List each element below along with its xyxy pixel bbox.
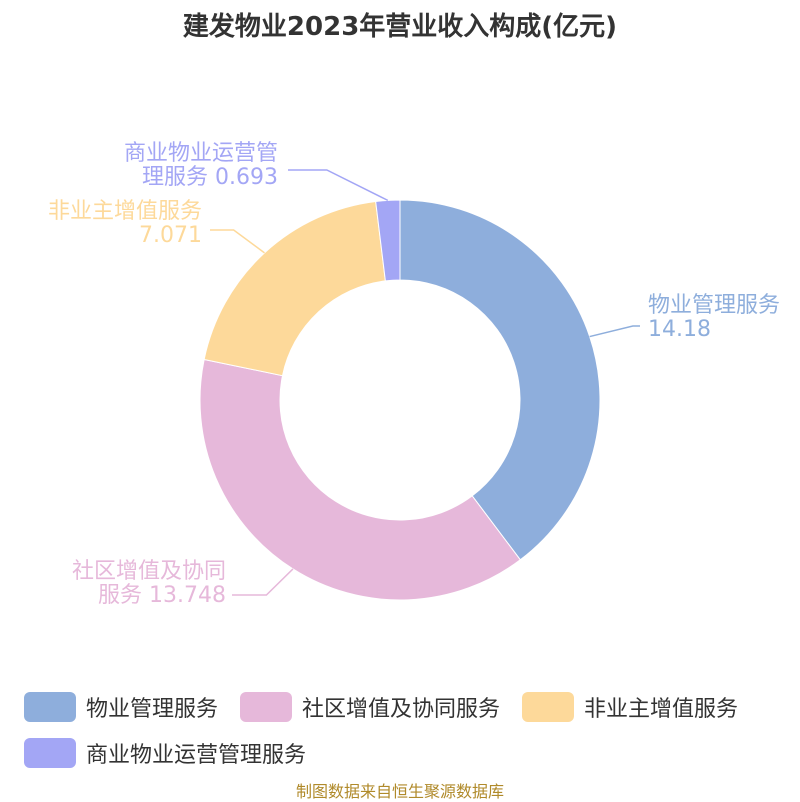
legend-item-property-management[interactable]: 物业管理服务 [24, 691, 218, 723]
leader-line-non-owner-services [210, 229, 265, 254]
legend-item-non-owner-services[interactable]: 非业主增值服务 [522, 691, 738, 723]
legend-swatch [240, 692, 293, 722]
leader-line-community-services [232, 568, 294, 596]
legend-label: 商业物业运营管理服务 [86, 743, 307, 768]
legend-swatch [24, 692, 76, 722]
slice-property-management[interactable] [399, 199, 601, 561]
slice-label-property-management: 物业管理服务 [648, 293, 780, 318]
legend-label: 物业管理服务 [86, 697, 219, 722]
legend-swatch [522, 692, 575, 722]
legend-row-2: 商业物业运营管理服务 [24, 730, 784, 776]
leader-line-commercial-property [288, 169, 389, 202]
slice-non-owner-services[interactable] [203, 200, 386, 377]
slice-label-community-services: 社区增值及协同 [72, 559, 226, 584]
chart-title: 建发物业2023年营业收入构成(亿元) [182, 12, 618, 42]
legend-row-1: 物业管理服务 社区增值及协同服务 非业主增值服务 [24, 684, 784, 730]
slice-community-services[interactable] [199, 358, 521, 601]
slice-commercial-property[interactable] [375, 199, 401, 282]
leader-line-property-management [589, 325, 640, 338]
slice-label-non-owner-services: 非业主增值服务 [48, 199, 202, 224]
legend-item-commercial-property[interactable]: 商业物业运营管理服务 [24, 737, 306, 769]
slice-label-property-management: 14.18 [648, 317, 711, 342]
legend: 物业管理服务 社区增值及协同服务 非业主增值服务 商业物业运营管理服务 [24, 684, 784, 776]
legend-item-community-services[interactable]: 社区增值及协同服务 [240, 691, 500, 723]
slice-label-community-services: 服务 13.748 [98, 583, 226, 608]
slice-label-commercial-property: 商业物业运营管 [124, 141, 278, 166]
legend-label: 非业主增值服务 [584, 697, 739, 722]
slice-label-commercial-property: 理服务 0.693 [142, 165, 278, 190]
slice-label-non-owner-services: 7.071 [139, 223, 202, 248]
source-note: 制图数据来自恒生聚源数据库 [295, 782, 504, 801]
slices-group [199, 199, 601, 601]
legend-swatch [24, 738, 76, 768]
legend-label: 社区增值及协同服务 [302, 697, 501, 722]
